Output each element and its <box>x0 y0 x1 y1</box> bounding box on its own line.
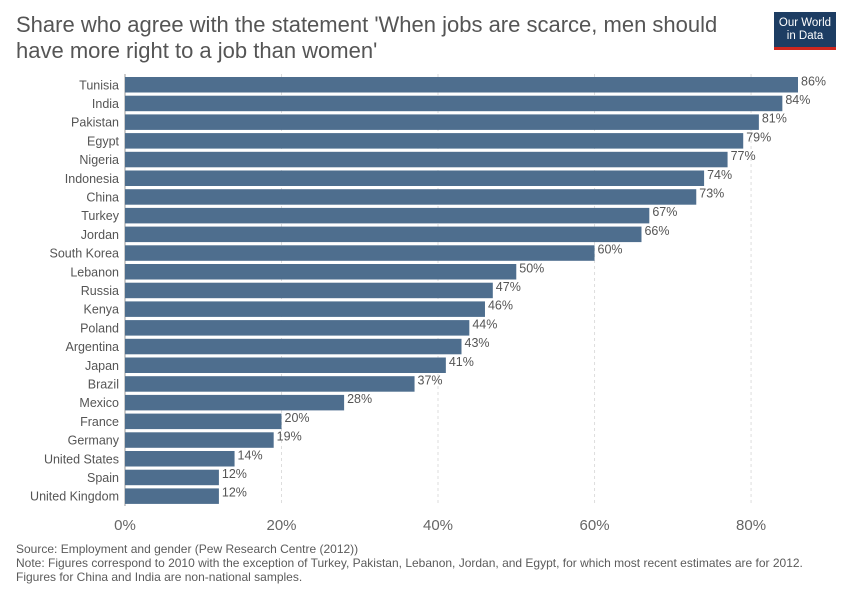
x-tick-label: 0% <box>114 517 136 534</box>
bar[interactable] <box>125 95 783 112</box>
x-tick-label: 20% <box>266 517 296 534</box>
chart-title: Share who agree with the statement 'When… <box>16 12 718 63</box>
value-label: 74% <box>707 168 732 182</box>
value-label: 20% <box>285 411 310 425</box>
value-label: 46% <box>488 299 513 313</box>
value-label: 47% <box>496 280 521 294</box>
category-label: Russia <box>81 284 119 298</box>
category-label: China <box>86 190 119 204</box>
bar[interactable] <box>125 151 728 168</box>
value-label: 28% <box>347 392 372 406</box>
category-label: Indonesia <box>65 172 119 186</box>
category-label: Lebanon <box>70 265 119 279</box>
bar[interactable] <box>125 451 235 467</box>
value-label: 60% <box>598 243 623 257</box>
value-label: 19% <box>277 430 302 444</box>
category-label: Argentina <box>65 340 119 354</box>
category-label: Poland <box>80 321 119 335</box>
bar[interactable] <box>125 357 446 374</box>
owid-logo[interactable]: Our World in Data <box>774 12 836 50</box>
category-label: India <box>92 97 119 111</box>
category-label: France <box>80 415 119 429</box>
bar[interactable] <box>125 282 493 299</box>
category-label: United States <box>44 452 119 466</box>
value-label: 50% <box>519 261 544 275</box>
value-label: 84% <box>785 93 810 107</box>
category-label: Jordan <box>81 228 119 242</box>
category-label: Germany <box>68 434 120 448</box>
category-label: Egypt <box>87 134 119 148</box>
value-label: 73% <box>699 186 724 200</box>
category-label: Brazil <box>88 377 119 391</box>
category-label: Turkey <box>81 209 119 223</box>
bar[interactable] <box>125 245 595 261</box>
logo-line-1: Our World <box>778 17 832 29</box>
bar[interactable] <box>125 264 517 280</box>
bar[interactable] <box>125 226 642 243</box>
note-text: Note: Figures correspond to 2010 with th… <box>16 556 803 584</box>
bar[interactable] <box>125 413 282 430</box>
bar[interactable] <box>125 77 798 93</box>
category-label: Nigeria <box>79 153 119 167</box>
value-label: 67% <box>652 205 677 219</box>
bar[interactable] <box>125 320 470 336</box>
value-label: 81% <box>762 112 787 126</box>
bars <box>125 77 798 504</box>
value-label: 44% <box>472 317 497 331</box>
bar[interactable] <box>125 189 697 205</box>
x-tick-label: 40% <box>423 517 453 534</box>
bar[interactable] <box>125 207 650 224</box>
bar[interactable] <box>125 432 274 448</box>
bar[interactable] <box>125 394 345 411</box>
bar[interactable] <box>125 469 219 486</box>
x-tick-label: 60% <box>580 517 610 534</box>
category-label: United Kingdom <box>30 490 119 504</box>
chart-footer: Source: Employment and gender (Pew Resea… <box>16 542 816 584</box>
x-axis-ticks: 0% 20% 40% 60% 80% <box>114 517 766 534</box>
value-label: 77% <box>731 149 756 163</box>
bar[interactable] <box>125 133 744 149</box>
value-label: 43% <box>465 336 490 350</box>
category-label: Kenya <box>84 303 119 317</box>
bar[interactable] <box>125 114 759 130</box>
value-label: 14% <box>238 448 263 462</box>
source-text: Source: Employment and gender (Pew Resea… <box>16 542 359 556</box>
value-label: 41% <box>449 355 474 369</box>
bar[interactable] <box>125 488 219 504</box>
logo-line-2: in Data <box>786 30 824 42</box>
category-label: Japan <box>85 359 119 373</box>
value-label: 79% <box>746 130 771 144</box>
bar[interactable] <box>125 301 485 317</box>
value-label: 66% <box>644 224 669 238</box>
bar[interactable] <box>125 376 415 392</box>
labels: Tunisia 86% India 84% Pakistan 81% Egypt 79% Nig… <box>30 74 826 503</box>
value-label: 12% <box>222 467 247 481</box>
category-label: Tunisia <box>79 78 119 92</box>
value-label: 86% <box>801 74 826 88</box>
bar-chart: Tunisia 86% India 84% Pakistan 81% Egypt 79% Nig… <box>30 74 826 534</box>
value-label: 12% <box>222 486 247 500</box>
bar[interactable] <box>125 338 462 355</box>
category-label: Spain <box>87 471 119 485</box>
category-label: South Korea <box>50 247 120 261</box>
bar[interactable] <box>125 170 705 187</box>
value-label: 37% <box>418 373 443 387</box>
category-label: Mexico <box>79 396 119 410</box>
category-label: Pakistan <box>71 116 119 130</box>
x-tick-label: 80% <box>736 517 766 534</box>
